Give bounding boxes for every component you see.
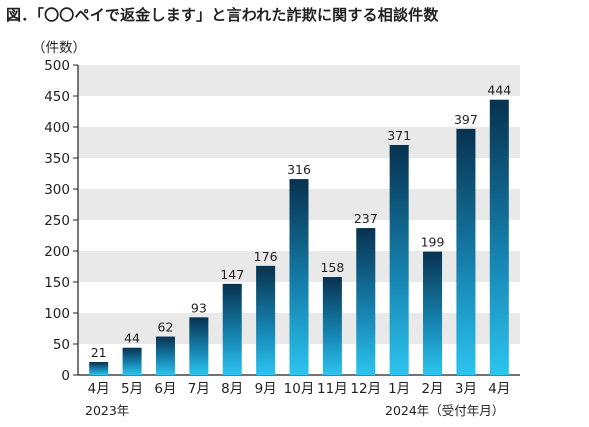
x-tick-label: 10月 bbox=[284, 381, 315, 397]
bar bbox=[256, 265, 276, 375]
y-tick-label: 0 bbox=[61, 368, 70, 384]
bar bbox=[155, 336, 175, 375]
bar bbox=[89, 361, 109, 375]
bar bbox=[189, 317, 209, 375]
grid-band bbox=[78, 65, 520, 96]
data-label: 158 bbox=[320, 260, 344, 275]
y-tick-label: 50 bbox=[53, 337, 70, 353]
y-tick-label: 150 bbox=[44, 275, 70, 291]
x-tick-label: 11月 bbox=[317, 381, 348, 397]
data-label: 316 bbox=[287, 162, 311, 177]
y-tick-label: 400 bbox=[44, 120, 70, 136]
y-axis-label: （件数） bbox=[32, 40, 86, 56]
x-axis-ticks: 4月 5月 6月 7月 8月 9月 10月 11月 12月 1月 2月 3月 4月 bbox=[88, 381, 511, 397]
data-label: 147 bbox=[220, 267, 244, 282]
bar bbox=[222, 283, 242, 375]
y-tick-label: 300 bbox=[44, 182, 70, 198]
bars: 21 44 62 93 147 176 316 158 237 371 199 397 444 bbox=[89, 83, 511, 375]
bar bbox=[456, 128, 476, 375]
x-tick-label: 5月 bbox=[121, 381, 143, 397]
bar bbox=[356, 228, 376, 375]
y-tick-label: 200 bbox=[44, 244, 70, 260]
y-tick-label: 350 bbox=[44, 151, 70, 167]
y-tick-label: 100 bbox=[44, 306, 70, 322]
data-label: 397 bbox=[454, 112, 478, 127]
bar bbox=[289, 179, 309, 375]
year-label-end: 2024年（受付年月） bbox=[385, 403, 504, 418]
x-tick-label: 8月 bbox=[221, 381, 243, 397]
year-label-start: 2023年 bbox=[85, 403, 129, 418]
data-label: 44 bbox=[124, 331, 140, 346]
bar bbox=[322, 277, 342, 375]
data-label: 62 bbox=[158, 320, 174, 335]
data-label: 371 bbox=[387, 128, 411, 143]
x-tick-label: 7月 bbox=[188, 381, 210, 397]
data-label: 21 bbox=[91, 345, 107, 360]
x-tick-label: 1月 bbox=[388, 381, 410, 397]
y-axis-ticks: 0 50 100 150 200 250 300 350 400 450 500 bbox=[44, 58, 78, 384]
x-tick-label: 2月 bbox=[421, 381, 443, 397]
y-tick-label: 250 bbox=[44, 213, 70, 229]
y-tick-label: 450 bbox=[44, 89, 70, 105]
x-tick-label: 4月 bbox=[488, 381, 510, 397]
data-label: 93 bbox=[191, 300, 207, 315]
bar bbox=[389, 144, 409, 375]
grid-bands bbox=[77, 65, 520, 376]
x-tick-label: 4月 bbox=[88, 381, 110, 397]
chart-title: 図．「〇〇ペイで返金します」と言われた詐欺に関する相談件数 bbox=[6, 6, 439, 24]
data-label: 444 bbox=[487, 83, 511, 98]
grid-band bbox=[78, 127, 520, 158]
x-tick-label: 6月 bbox=[154, 381, 176, 397]
x-tick-label: 3月 bbox=[455, 381, 477, 397]
data-label: 176 bbox=[254, 249, 278, 264]
bar bbox=[122, 347, 142, 375]
x-tick-label: 9月 bbox=[255, 381, 277, 397]
bar bbox=[489, 99, 509, 375]
bar bbox=[423, 251, 443, 375]
y-tick-label: 500 bbox=[44, 58, 70, 74]
data-label: 199 bbox=[421, 235, 445, 250]
data-label: 237 bbox=[354, 211, 378, 226]
x-tick-label: 12月 bbox=[350, 381, 381, 397]
